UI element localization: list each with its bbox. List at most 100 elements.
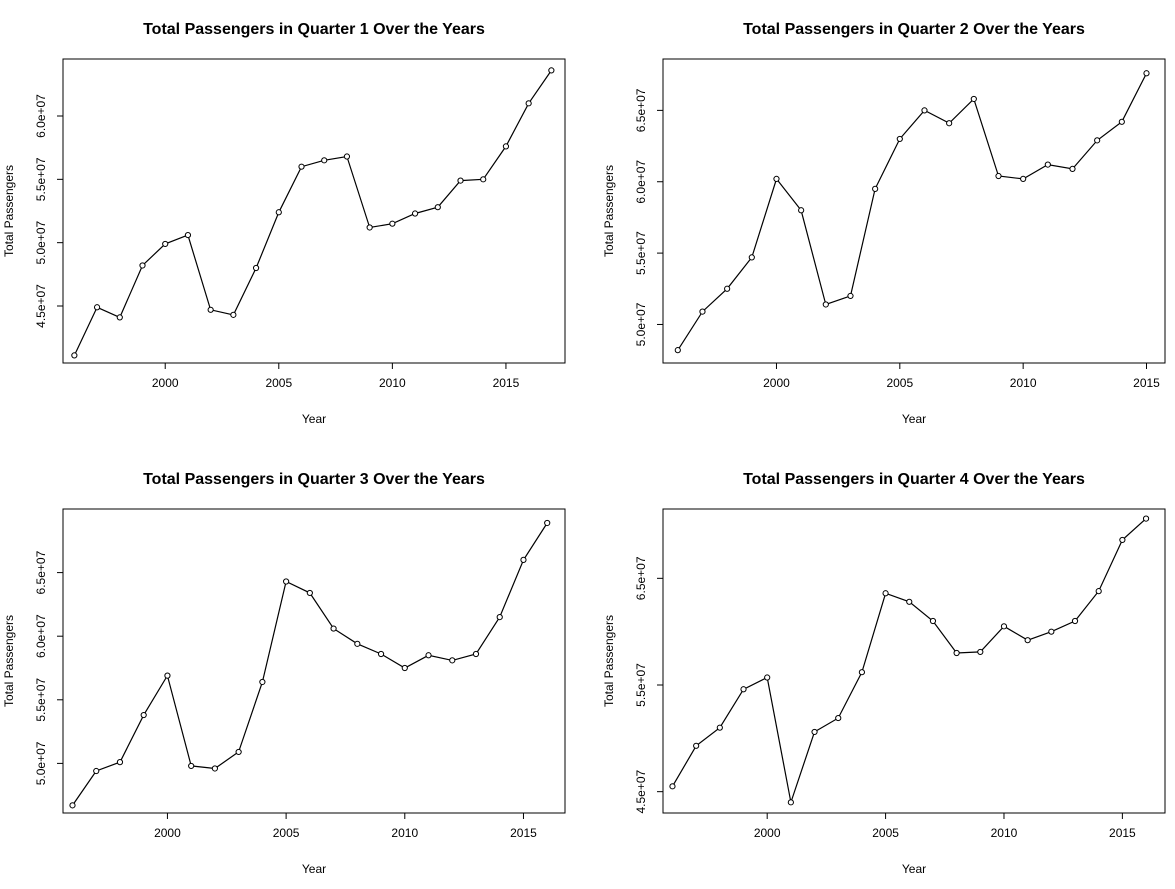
x-axis-label: Year [902,862,926,876]
data-point [93,767,100,775]
data-point [283,578,290,585]
y-tick-label: 5.0e+07 [34,220,48,264]
data-point [343,153,351,160]
y-axis-label: Total Passengers [2,615,16,707]
data-point [211,765,219,772]
data-point [69,802,76,809]
data-point [669,783,676,790]
x-tick-label: 2000 [152,376,179,390]
plot-frame [62,508,566,814]
data-point [764,674,771,681]
data-point [674,347,681,354]
data-point [306,589,313,597]
series-line [73,70,552,356]
x-axis-label: Year [302,412,326,426]
data-point [235,748,242,756]
data-point [93,304,101,311]
data-point [953,649,960,657]
data-point [970,95,977,103]
data-point [496,614,503,621]
data-point [921,107,928,114]
data-point [699,308,706,315]
x-tick-label: 2015 [493,376,520,390]
data-point [872,185,879,192]
x-tick-label: 2005 [273,826,300,840]
data-point [502,143,510,150]
x-tick-label: 2015 [1109,826,1136,840]
data-point [184,231,192,239]
data-point [716,724,723,731]
data-point [139,262,146,269]
y-tick-label: 4.5e+07 [34,284,48,328]
data-point [480,176,487,183]
data-point [773,175,780,182]
data-point [798,207,805,214]
y-tick-label: 5.0e+07 [634,302,648,346]
data-point [1143,70,1150,77]
data-point [740,686,747,693]
x-axis-label: Year [902,412,926,426]
x-tick-label: 2005 [872,826,899,840]
chart-title: Total Passengers in Quarter 1 Over the Y… [143,21,485,38]
plot-frame [62,58,566,364]
data-point [449,657,456,664]
data-point [1142,515,1150,522]
data-point [977,648,984,656]
data-point [188,762,195,770]
y-tick-label: 6.0e+07 [34,94,48,138]
data-point [693,742,700,749]
data-point [321,157,328,164]
plot-frame [662,508,1166,814]
x-tick-label: 2010 [391,826,418,840]
data-point [457,177,464,184]
data-point [787,799,794,806]
data-point [748,254,755,261]
chart-q3: Total Passengers in Quarter 3 Over the Y… [2,471,566,876]
y-tick-label: 6.5e+07 [34,550,48,594]
series-line [677,73,1148,351]
chart-q1: Total Passengers in Quarter 1 Over the Y… [2,21,566,426]
chart-q4: Total Passengers in Quarter 4 Over the Y… [602,471,1166,876]
x-tick-label: 2010 [1010,376,1037,390]
y-tick-label: 6.0e+07 [34,614,48,658]
data-point [520,556,527,563]
data-point [162,240,169,248]
data-point [472,650,480,658]
y-axis-label: Total Passengers [602,165,616,257]
data-point [906,598,913,605]
x-tick-label: 2015 [1133,376,1160,390]
y-tick-label: 5.5e+07 [634,663,648,707]
data-point [71,352,78,359]
plot-frame [662,58,1166,364]
data-point [1095,588,1102,595]
data-point [401,664,408,672]
data-point [330,625,337,632]
data-point [389,220,396,227]
data-point [1119,536,1126,544]
data-point [835,714,842,722]
data-point [116,314,123,321]
data-point [366,224,373,231]
data-point [1118,118,1125,125]
data-point [946,120,953,127]
data-point [140,711,147,719]
data-point [1069,165,1076,172]
x-tick-label: 2000 [754,826,781,840]
y-tick-label: 6.5e+07 [634,88,648,132]
y-axis-label: Total Passengers [602,615,616,707]
data-point [1071,617,1079,625]
data-point [896,135,903,143]
x-tick-label: 2000 [154,826,181,840]
data-point [252,264,260,272]
data-point [548,67,555,74]
data-point [1020,175,1027,182]
series-line [72,522,548,806]
data-point [1044,161,1051,168]
chart-title: Total Passengers in Quarter 2 Over the Y… [743,21,1085,38]
data-point [377,650,385,658]
data-point [1000,623,1008,630]
data-point [259,678,266,686]
x-tick-label: 2010 [379,376,406,390]
data-point [882,590,889,597]
